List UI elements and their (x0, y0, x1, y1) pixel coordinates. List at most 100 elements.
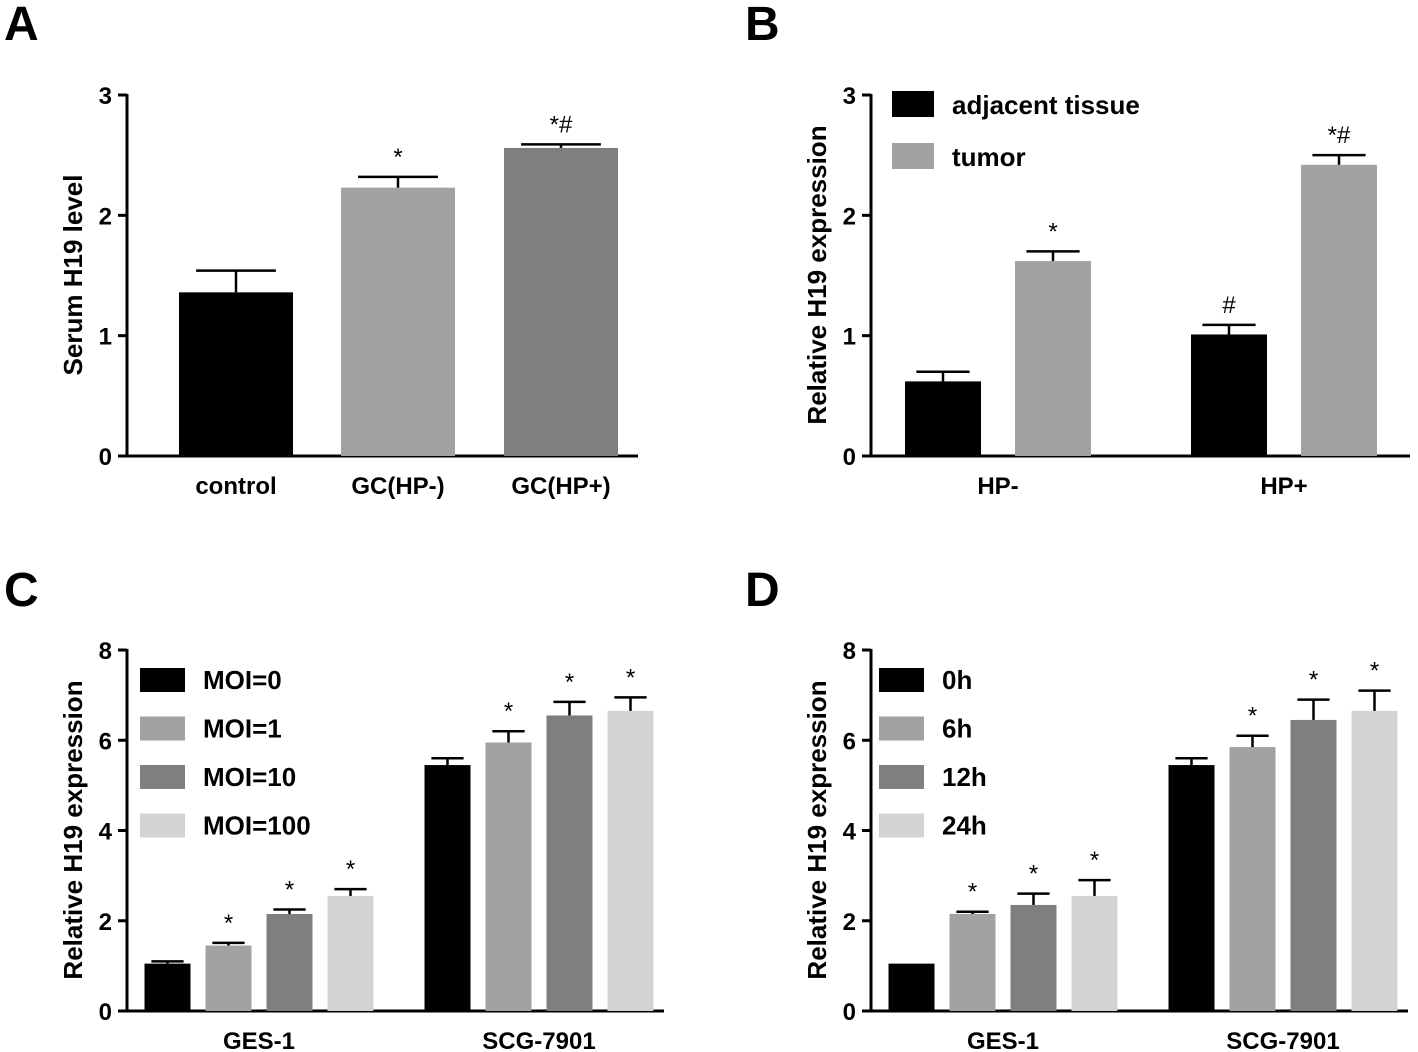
panel-d-bar (1168, 765, 1215, 1011)
panel-d-bar (1229, 747, 1276, 1011)
panel-letter-c: C (4, 564, 39, 617)
panel-c-significance-mark: * (346, 856, 355, 883)
panel-letter-d: D (745, 564, 780, 617)
panel-c-y-axis-label: Relative H19 expression (58, 680, 88, 979)
panel-d-legend-label: 24h (942, 811, 987, 841)
panel-b-legend-swatch (892, 91, 934, 117)
panel-d-significance-mark: * (1309, 667, 1318, 694)
panel-c: C Relative H19 expression 0 2 4 6 8 * * * * * * GES… (4, 564, 664, 1052)
panel-b-significance-mark: * (1048, 218, 1057, 245)
panel-d-significance-mark: * (1090, 847, 1099, 874)
panel-c-significance-mark: * (504, 698, 513, 725)
panel-c-y-tick-label: 0 (99, 999, 112, 1026)
panel-d-bar (888, 963, 935, 1011)
panel-b-bar (1301, 164, 1377, 456)
panel-d-y-tick-label: 2 (843, 909, 856, 936)
panel-c-significance-mark: * (285, 876, 294, 903)
panel-d-legend-label: 12h (942, 762, 987, 792)
panel-c-category-label: SCG-7901 (482, 1028, 595, 1052)
panel-b-category-label: HP- (977, 473, 1018, 500)
panel-a-bar (341, 187, 455, 456)
panel-c-bar (327, 895, 374, 1011)
panel-a-bar (179, 292, 293, 456)
panel-c-significance-mark: * (565, 669, 574, 696)
panel-d-category-label: GES-1 (967, 1028, 1039, 1052)
panel-d-y-tick-label: 8 (843, 638, 856, 665)
panel-d-significance-mark: * (1029, 861, 1038, 888)
panel-a-bar (504, 147, 618, 457)
panel-c-bar (546, 715, 593, 1011)
panel-b-y-tick-label: 2 (843, 203, 856, 230)
panel-c-bar (144, 963, 191, 1011)
panel-c-legend-label: MOI=0 (203, 665, 282, 695)
panel-b-legend-label: adjacent tissue (952, 90, 1140, 120)
panel-a-category-label: GC(HP-) (351, 473, 444, 500)
panel-b-category-label: HP+ (1260, 473, 1307, 500)
panel-b-bar (1015, 261, 1091, 456)
panel-b-bar (1191, 334, 1267, 456)
panel-d-legend-label: 0h (942, 665, 972, 695)
panel-d-bar (1351, 710, 1398, 1011)
panel-c-bar (607, 710, 654, 1011)
panel-c-y-tick-label: 8 (99, 638, 112, 665)
panel-c-legend-label: MOI=100 (203, 811, 311, 841)
panel-a-y-tick-label: 0 (99, 444, 112, 471)
panel-c-y-tick-label: 4 (99, 819, 113, 846)
panel-d-y-tick-label: 0 (843, 999, 856, 1026)
panel-c-significance-mark: * (224, 910, 233, 937)
panel-c-legend-swatch (140, 765, 185, 789)
panel-d-legend-swatch (879, 765, 924, 789)
panel-b-y-axis-label: Relative H19 expression (802, 125, 832, 424)
panel-letter-a: A (4, 0, 39, 51)
panel-d-significance-mark: * (1248, 703, 1257, 730)
panel-b-y-tick-label: 1 (843, 324, 856, 351)
panel-d-y-tick-label: 6 (843, 728, 856, 755)
panel-c-legend-swatch (140, 813, 185, 838)
panel-c-legend-swatch (140, 668, 185, 692)
panel-c-bar (485, 742, 532, 1011)
panel-d-bar (949, 913, 996, 1011)
panel-c-legend-label: MOI=10 (203, 762, 296, 792)
panel-b-significance-mark: # (1222, 292, 1236, 319)
panel-c-bar (424, 765, 471, 1011)
panel-d-legend-swatch (879, 813, 924, 838)
panel-a-y-axis-label: Serum H19 level (58, 175, 88, 376)
panel-d-significance-mark: * (968, 879, 977, 906)
panel-d-bar (1290, 719, 1337, 1011)
panel-a-y-tick-label: 2 (99, 203, 112, 230)
panel-b-y-tick-label: 0 (843, 444, 856, 471)
panel-a-category-label: control (195, 473, 276, 500)
panel-b-legend-swatch (892, 143, 934, 169)
panel-d-legend-swatch (879, 668, 924, 692)
panel-d-bar (1071, 895, 1118, 1011)
panel-a-significance-mark: * (393, 144, 402, 171)
panel-d-category-label: SCG-7901 (1226, 1028, 1339, 1052)
panel-c-legend-swatch (140, 716, 185, 741)
panel-b-legend-label: tumor (952, 142, 1026, 172)
panel-c-significance-mark: * (626, 664, 635, 691)
panel-b-significance-mark: *# (1328, 122, 1351, 149)
panel-b-bar (905, 381, 981, 456)
panel-d-legend-swatch (879, 716, 924, 741)
panel-d-significance-mark: * (1370, 658, 1379, 685)
panel-a-y-tick-label: 3 (99, 83, 112, 110)
panel-d: D Relative H19 expression 0 2 4 6 8 * * * * * * GES… (745, 564, 1408, 1052)
panel-letter-b: B (745, 0, 780, 51)
panel-d-y-tick-label: 4 (843, 819, 857, 846)
panel-a-category-label: GC(HP+) (511, 473, 610, 500)
panel-c-legend-label: MOI=1 (203, 714, 282, 744)
panel-a-significance-mark: *# (550, 111, 573, 138)
panel-a: A Serum H19 level 0 1 2 3 * *# control GC(HP-) G… (4, 0, 638, 500)
panel-d-legend-label: 6h (942, 714, 972, 744)
panel-c-bar (205, 945, 252, 1011)
panel-d-y-axis-label: Relative H19 expression (802, 680, 832, 979)
panel-b-y-tick-label: 3 (843, 83, 856, 110)
panel-c-y-tick-label: 6 (99, 728, 112, 755)
panel-c-y-tick-label: 2 (99, 909, 112, 936)
panel-a-y-tick-label: 1 (99, 324, 112, 351)
panel-d-bar (1010, 904, 1057, 1011)
panel-c-category-label: GES-1 (223, 1028, 295, 1052)
panel-c-bar (266, 913, 313, 1011)
panel-b: B Relative H19 expression 0 1 2 3 # * *# HP- HP+… (745, 0, 1410, 500)
